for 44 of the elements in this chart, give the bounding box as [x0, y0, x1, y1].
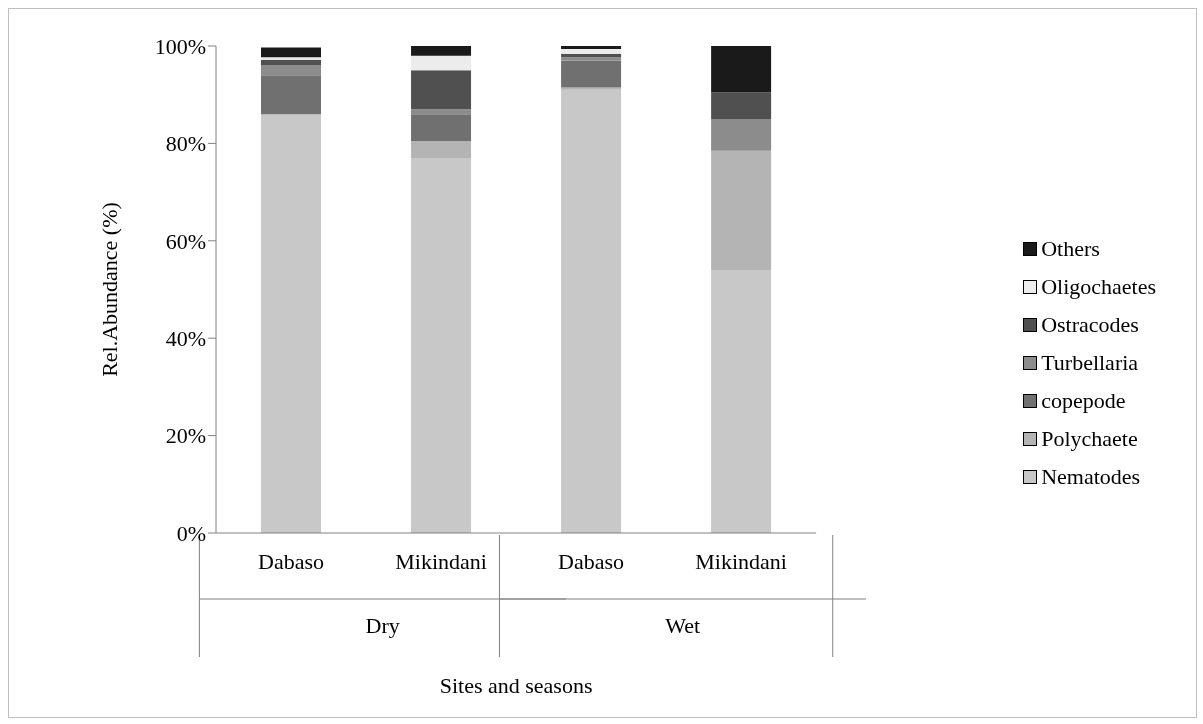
y-tick-label: 0% — [176, 520, 206, 546]
bar — [561, 48, 622, 54]
y-tick-label: 100% — [154, 33, 206, 59]
x-tick-label: Mikindani — [695, 549, 787, 574]
bar — [411, 158, 472, 533]
y-tick-label: 40% — [165, 326, 206, 352]
bar — [561, 46, 622, 49]
x-tick-label: Mikindani — [395, 549, 487, 574]
x-tick-label: Dabaso — [558, 549, 625, 574]
bar — [411, 140, 472, 159]
text: Wet — [665, 613, 701, 638]
legend-label: copepode — [1041, 388, 1126, 414]
y-tick-label: 20% — [165, 423, 206, 449]
bar — [261, 47, 322, 58]
x-tick-label: Dabaso — [258, 549, 325, 574]
bar — [411, 55, 472, 71]
bar — [711, 270, 772, 533]
bar — [561, 57, 622, 61]
legend-label: Turbellaria — [1041, 350, 1139, 376]
bar — [261, 114, 322, 533]
y-tick-label: 60% — [165, 228, 206, 254]
legend-label: Ostracodes — [1041, 312, 1139, 338]
bar — [411, 109, 472, 115]
legend-label: Polychaete — [1041, 426, 1138, 452]
bar — [411, 70, 472, 110]
bar — [711, 119, 772, 151]
bar — [261, 57, 322, 60]
x-axis-title: Sites and seasons — [439, 673, 593, 698]
bar — [261, 75, 322, 115]
legend-label: Oligochaetes — [1041, 274, 1156, 300]
bar — [561, 60, 622, 88]
legend-label: Others — [1041, 236, 1100, 262]
bar — [561, 87, 622, 90]
bar — [411, 114, 472, 141]
bar — [711, 46, 772, 93]
bar — [711, 92, 772, 120]
bar — [261, 65, 322, 76]
y-axis-title: Rel.Abundance (%) — [96, 202, 122, 377]
bar — [411, 46, 472, 56]
legend-label: Nematodes — [1041, 464, 1141, 490]
bar — [561, 89, 622, 533]
text: Dry — [365, 613, 400, 638]
bar — [711, 150, 772, 271]
y-tick-label: 80% — [165, 131, 206, 157]
